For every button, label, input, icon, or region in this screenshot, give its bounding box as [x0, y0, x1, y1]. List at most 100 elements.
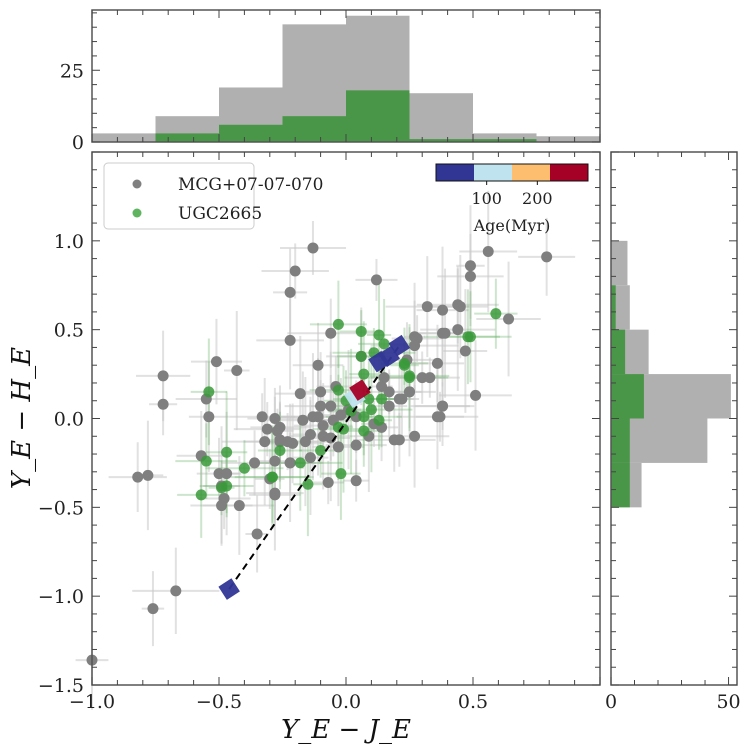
data-point [452, 324, 464, 336]
data-point [294, 457, 306, 469]
data-point [274, 434, 286, 446]
data-point [439, 327, 451, 339]
data-point [213, 468, 225, 480]
data-point [203, 411, 215, 423]
data-point [464, 331, 476, 343]
data-point [332, 441, 344, 453]
data-point [454, 301, 466, 313]
data-point [315, 444, 327, 456]
data-point [345, 405, 357, 417]
data-point [358, 425, 370, 437]
data-point [416, 372, 428, 384]
data-point [363, 393, 375, 405]
data-point [287, 437, 299, 449]
data-point [378, 372, 390, 384]
colorbar-frame [435, 163, 589, 182]
legend-label-mcg: MCG+07-07-070 [178, 175, 323, 195]
data-point [221, 480, 233, 492]
data-point [373, 329, 385, 341]
data-point [269, 487, 281, 499]
data-point [317, 420, 329, 432]
data-point [312, 359, 324, 371]
top-hist-bar-ugc [473, 139, 537, 142]
data-point [383, 386, 395, 398]
data-point [307, 242, 319, 254]
data-point [365, 404, 377, 416]
data-point [200, 455, 212, 467]
data-point [256, 411, 268, 423]
right-hist-bar-ugc [611, 285, 616, 330]
data-point [332, 318, 344, 330]
data-point [299, 436, 311, 448]
x-tick-label: −0.5 [196, 691, 242, 713]
data-point [325, 400, 337, 412]
main-scatter-plot: −1.0 −0.5 0.0 0.5−1.5−1.0−0.50.00.51.0 [38, 151, 601, 713]
data-point [459, 345, 471, 357]
data-point [221, 468, 233, 480]
series-ugc [195, 308, 502, 501]
right-hist-x-tick-label: 0 [605, 691, 617, 713]
data-point [482, 245, 494, 257]
data-point [259, 436, 271, 448]
data-point [358, 368, 370, 380]
y-tick-label: 0.5 [54, 320, 84, 342]
top-hist-bar-mcg [409, 93, 473, 142]
data-point [503, 313, 515, 325]
x-axis-label: Y_E − J_E [281, 715, 411, 745]
data-point [297, 414, 309, 426]
y-axis-label: Y_E − H_E [7, 347, 37, 489]
data-point [284, 334, 296, 346]
data-point [269, 455, 281, 467]
y-tick-label: −0.5 [38, 497, 84, 519]
right-hist-bar-ugc [611, 329, 626, 375]
data-point [350, 439, 362, 451]
top-hist-bar-mcg [473, 133, 537, 142]
data-point [266, 471, 278, 483]
top-hist-bar-mcg [536, 136, 600, 142]
top-hist-bar-ugc [155, 133, 219, 142]
colorbar-segment [550, 164, 588, 181]
right-histogram: 0 50 [605, 151, 741, 713]
data-point [335, 409, 347, 421]
data-point [221, 446, 233, 458]
model-point-diamond [218, 578, 240, 600]
right-hist-bar-mcg [611, 240, 628, 286]
model-track-line [228, 345, 401, 590]
top-hist-bar-ugc [346, 90, 410, 142]
data-point [464, 270, 476, 282]
top-hist-bar-ugc [409, 139, 473, 142]
top-hist-y-tick-label: 25 [60, 60, 84, 82]
top-hist-bar-ugc [282, 116, 346, 142]
colorbar-tick-label: 100 [471, 189, 502, 208]
colorbar-label: Age(Myr) [473, 216, 551, 235]
data-point [132, 471, 144, 483]
data-point [322, 476, 334, 488]
top-hist-bar-ugc [219, 124, 283, 142]
data-point [541, 251, 553, 263]
data-point [409, 430, 421, 442]
y-tick-label: 1.0 [54, 231, 84, 253]
data-point [251, 528, 263, 540]
data-point [274, 444, 286, 456]
data-point [383, 400, 395, 412]
colorbar-segment [512, 164, 550, 181]
legend-frame [103, 162, 255, 230]
data-point [249, 457, 261, 469]
colorbar-segment [436, 164, 474, 181]
data-point [233, 500, 245, 512]
data-point [304, 452, 316, 464]
data-point [231, 365, 243, 377]
legend-label-ugc: UGC2665 [178, 204, 262, 224]
model-point-diamond [349, 379, 371, 401]
data-point [376, 381, 388, 393]
y-tick-label: −1.5 [38, 675, 84, 697]
data-point [398, 359, 410, 371]
data-point [437, 304, 449, 316]
data-point [393, 434, 405, 446]
data-point [332, 384, 344, 396]
data-point [284, 457, 296, 469]
data-point [289, 265, 301, 277]
data-point [490, 308, 502, 320]
data-point [431, 411, 443, 423]
